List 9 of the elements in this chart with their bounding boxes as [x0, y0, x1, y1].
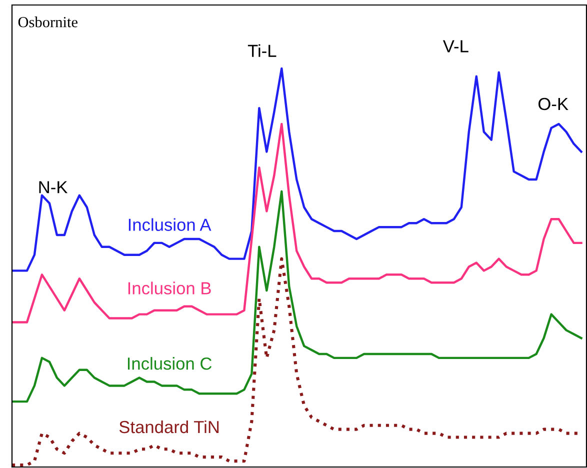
text: Ti-L: [248, 44, 276, 57]
annotation: N-K: [39, 181, 68, 194]
annotation: O-K: [538, 98, 568, 110]
series-label: Inclusion B: [128, 282, 211, 294]
series-label: Inclusion A: [128, 218, 212, 231]
series-label: Standard TiN: [119, 420, 219, 434]
series-label: Inclusion C: [128, 357, 212, 370]
text: Osbornite: [18, 16, 78, 28]
text: V-L: [442, 40, 468, 52]
